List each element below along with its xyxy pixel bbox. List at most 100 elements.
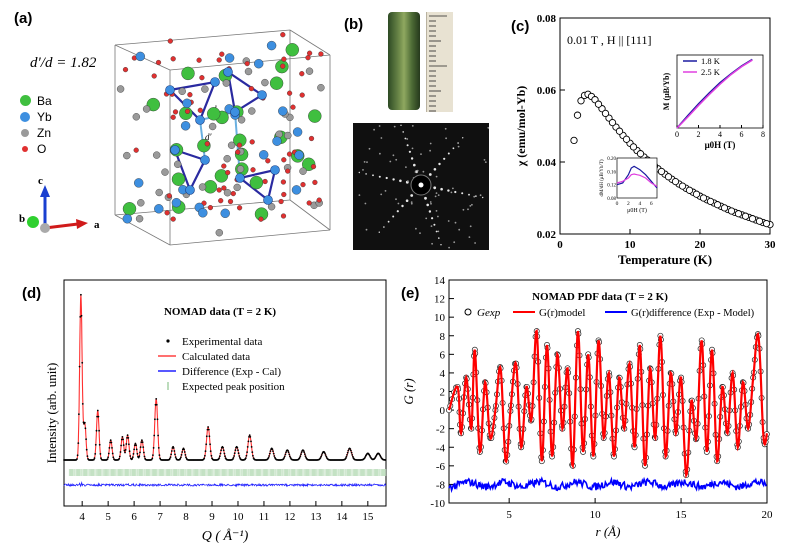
chi-point (699, 194, 708, 202)
inset-legend-label: 2.5 K (701, 67, 721, 77)
experimental-point (283, 455, 286, 458)
experimental-point (206, 428, 209, 431)
experimental-point (157, 447, 160, 449)
laue-spot (426, 203, 429, 207)
experimental-point (110, 441, 113, 444)
experimental-point (137, 456, 140, 459)
o-atom (196, 57, 202, 63)
inset-legend-label: 1.8 K (701, 56, 721, 66)
chi-point (762, 219, 771, 228)
experimental-point (238, 455, 241, 457)
laue-spot (431, 242, 433, 245)
experimental-point (181, 451, 184, 453)
experimental-point (384, 459, 387, 461)
yb-atom (198, 208, 208, 218)
experimental-point (219, 452, 222, 455)
experimental-point (109, 439, 112, 442)
diffraction-chart: 4 5 6 7 8 9 10 11 12 13 14 15 Q ( Å⁻¹) Intensity (arb… (44, 279, 387, 544)
experimental-point (170, 450, 173, 452)
o-atom (280, 213, 287, 219)
experimental-point (153, 434, 156, 437)
zn-atom (317, 83, 325, 92)
laue-spot (448, 246, 450, 249)
o-atom (307, 50, 313, 56)
zn-atom (123, 151, 131, 160)
o-atom (286, 151, 293, 157)
laue-spot (430, 202, 432, 205)
experimental-point (122, 444, 125, 446)
laue-spot (440, 187, 443, 191)
experimental-point (141, 441, 144, 444)
experimental-point (111, 447, 113, 449)
experimental-point (154, 403, 157, 406)
ba-atom (269, 76, 284, 90)
laue-spot (461, 192, 464, 195)
laue-spot (407, 180, 409, 182)
o-atom (166, 193, 172, 199)
ba-atom (249, 175, 264, 190)
chi-point (671, 177, 680, 186)
zn-atom (137, 199, 145, 207)
o-atom (316, 197, 322, 203)
cell-edge (169, 54, 331, 71)
laue-spot (405, 166, 407, 168)
inset2-y-tick-label: 0.08 (607, 197, 616, 202)
laue-spot (438, 237, 440, 239)
x-tick-label: 20 (695, 239, 707, 251)
experimental-point (94, 443, 97, 446)
laue-spot (406, 144, 409, 147)
experimental-point (248, 434, 251, 437)
legend-label-diff: G(r)difference (Exp - Model) (631, 308, 755, 319)
experimental-point (168, 457, 171, 460)
x-tick-label: 4 (79, 511, 85, 523)
dmdh-line-1p8k (616, 165, 658, 189)
zn-atom (208, 122, 217, 131)
axis-triad: c b a (19, 175, 100, 233)
experimental-point (344, 457, 347, 460)
experimental-point (250, 440, 252, 443)
panel-b: (b) (340, 0, 510, 250)
experimental-point (250, 446, 253, 448)
y-tick-label: -4 (436, 442, 446, 454)
laue-spot (469, 225, 472, 228)
experimental-point (93, 458, 95, 461)
model-line (447, 328, 769, 479)
o-atom (250, 167, 256, 173)
chi-point (615, 127, 624, 135)
laue-spot (483, 159, 486, 161)
y-tick-label: -10 (430, 498, 445, 510)
chi-point (720, 204, 729, 212)
laue-spot (473, 195, 476, 198)
legend-yb: Yb (20, 109, 52, 125)
experimental-point (207, 428, 210, 431)
panel-a-label: (a) (14, 10, 33, 27)
laue-spot (447, 220, 450, 222)
o-atom (310, 164, 317, 170)
inset-dmdh-frame (616, 157, 658, 199)
yb-atom (182, 98, 192, 109)
laue-spot (392, 215, 395, 218)
laue-spot (378, 125, 381, 127)
laue-spot (435, 192, 438, 194)
o-atom (244, 60, 250, 67)
chi-point (622, 135, 631, 143)
experimental-point (122, 438, 124, 441)
experimental-point (81, 361, 84, 364)
o-atom (262, 178, 268, 185)
laue-spot (399, 179, 402, 183)
experimental-point (152, 447, 155, 449)
panel-e-label: (e) (401, 285, 420, 302)
o-atom (281, 56, 287, 62)
experimental-point (118, 455, 121, 458)
experimental-point (109, 441, 111, 444)
yb-triangle (237, 168, 277, 202)
y-tick-label: 8 (440, 331, 446, 343)
laue-spot (393, 125, 396, 128)
experimental-point (249, 436, 252, 438)
experimental-point (283, 457, 285, 459)
laue-spot (471, 203, 473, 206)
x-tick-label: 13 (310, 511, 322, 523)
ba-atom (308, 109, 322, 123)
experimental-point (93, 457, 96, 459)
zn-atom (299, 167, 307, 175)
